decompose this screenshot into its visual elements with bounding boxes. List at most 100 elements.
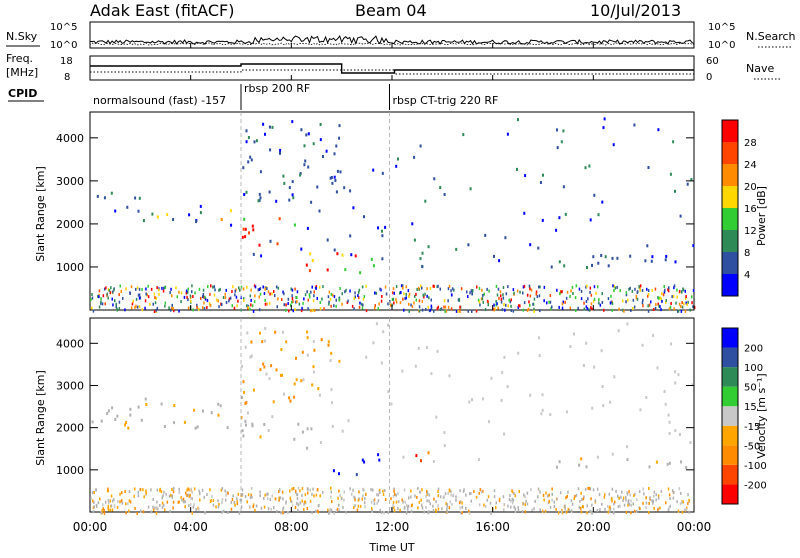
data-cell — [525, 499, 527, 503]
data-cell — [539, 285, 541, 289]
data-cell — [118, 293, 120, 297]
data-cell — [221, 498, 224, 502]
data-cell — [178, 500, 180, 504]
data-cell — [428, 296, 430, 300]
data-cell — [270, 364, 273, 368]
data-cell — [287, 302, 289, 305]
data-cell — [156, 215, 159, 219]
data-cell — [509, 300, 511, 304]
data-cell — [377, 493, 379, 497]
data-cell — [408, 302, 410, 306]
data-cell — [243, 391, 246, 395]
data-cell — [583, 307, 586, 311]
data-cell — [285, 303, 287, 307]
data-cell — [471, 289, 474, 293]
data-cell — [310, 290, 312, 294]
data-cell — [169, 291, 171, 295]
data-cell — [538, 294, 541, 298]
data-cell — [236, 502, 239, 506]
data-cell — [463, 488, 465, 492]
data-cell — [312, 340, 315, 343]
data-cell — [524, 503, 526, 507]
data-cell — [137, 494, 140, 498]
data-cell — [296, 502, 299, 506]
data-cell — [403, 488, 406, 492]
data-cell — [503, 303, 505, 306]
data-cell — [681, 305, 684, 309]
data-cell — [495, 284, 498, 288]
data-cell — [300, 247, 303, 251]
data-cell — [246, 304, 248, 308]
data-cell — [421, 300, 424, 303]
data-cell — [403, 292, 405, 296]
data-cell — [271, 415, 274, 419]
data-cell — [591, 263, 593, 267]
data-cell — [354, 295, 356, 299]
data-cell — [642, 487, 644, 491]
data-cell — [271, 292, 273, 296]
data-cell — [448, 489, 451, 493]
data-cell — [335, 509, 338, 512]
data-cell — [424, 199, 427, 203]
data-cell — [657, 128, 660, 132]
data-cell — [242, 287, 245, 291]
data-cell — [190, 299, 192, 303]
data-cell — [375, 322, 378, 326]
data-cell — [380, 361, 383, 365]
data-cell — [601, 502, 603, 506]
data-cell — [571, 285, 574, 289]
data-cell — [613, 507, 615, 511]
data-cell — [115, 302, 117, 306]
data-cell — [603, 308, 605, 312]
data-cell — [674, 381, 677, 385]
data-cell — [289, 489, 291, 493]
data-cell — [189, 493, 191, 497]
data-cell — [426, 499, 428, 503]
data-cell — [281, 373, 283, 377]
data-cell — [686, 182, 689, 186]
data-cell — [330, 486, 332, 490]
data-cell — [253, 300, 256, 304]
data-cell — [668, 506, 670, 510]
data-cell — [589, 286, 592, 290]
data-cell — [320, 338, 323, 342]
data-cell — [252, 228, 255, 232]
data-cell — [316, 185, 319, 189]
data-cell — [432, 508, 435, 512]
data-cell — [447, 299, 449, 303]
data-cell — [542, 173, 544, 177]
data-cell — [100, 300, 102, 304]
data-cell — [645, 496, 647, 500]
data-cell — [657, 508, 659, 512]
data-cell — [621, 299, 624, 303]
data-cell — [391, 298, 394, 301]
y-tick-label: 3000 — [56, 175, 84, 188]
data-cell — [246, 285, 248, 289]
data-cell — [511, 497, 514, 501]
x-axis-label: Time UT — [368, 541, 414, 554]
data-cell — [199, 204, 202, 208]
data-cell — [486, 287, 488, 291]
data-cell — [315, 509, 317, 513]
data-cell — [502, 296, 505, 300]
data-cell — [200, 296, 202, 300]
data-cell — [562, 300, 564, 304]
data-cell — [299, 489, 301, 493]
data-cell — [561, 302, 564, 306]
data-cell — [136, 512, 138, 515]
data-cell — [672, 140, 675, 144]
data-cell — [319, 441, 322, 444]
data-cell — [489, 501, 492, 505]
data-cell — [614, 500, 616, 504]
data-cell — [162, 289, 165, 293]
data-cell — [432, 504, 434, 508]
data-cell — [459, 310, 461, 313]
data-cell — [578, 505, 581, 509]
data-cell — [246, 500, 248, 504]
data-cell — [306, 507, 309, 510]
data-cell — [405, 511, 408, 515]
data-cell — [466, 290, 468, 294]
data-cell — [395, 300, 398, 304]
data-cell — [425, 495, 427, 499]
data-cell — [678, 433, 681, 436]
